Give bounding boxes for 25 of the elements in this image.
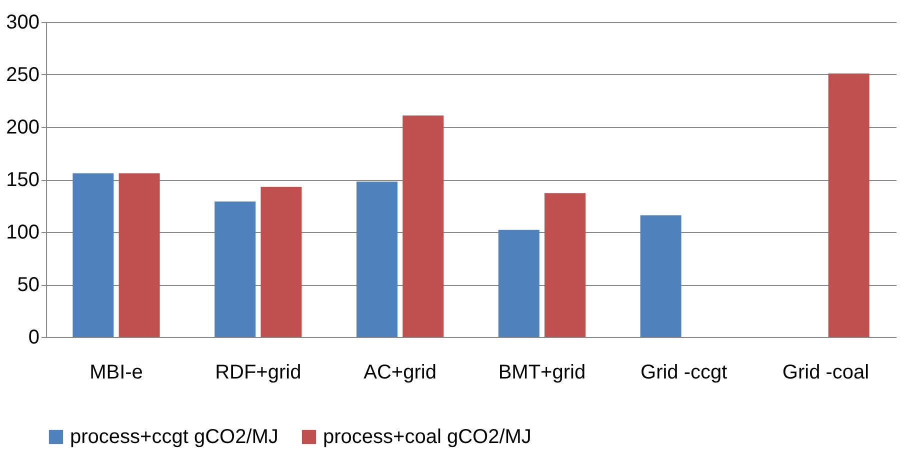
bar <box>544 193 586 337</box>
y-tick-label: 250 <box>6 64 40 86</box>
bar <box>828 73 870 337</box>
bar <box>72 173 114 337</box>
x-tick-label: RDF+grid <box>215 362 302 384</box>
bar <box>640 215 682 337</box>
y-tick-label: 50 <box>17 274 40 296</box>
bar <box>118 173 160 337</box>
x-tick-label: AC+grid <box>364 362 436 384</box>
y-tick-label: 100 <box>6 222 40 244</box>
legend-label: process+ccgt gCO2/MJ <box>70 426 278 448</box>
x-tick-label: Grid -ccgt <box>640 362 728 384</box>
y-tick-label: 300 <box>6 12 40 34</box>
x-tick-label: Grid -coal <box>782 362 870 384</box>
y-tick-label: 150 <box>6 169 40 191</box>
legend-label: process+coal gCO2/MJ <box>323 426 532 448</box>
x-tick-label: MBI-e <box>90 362 143 384</box>
x-tick-label: BMT+grid <box>498 362 586 384</box>
bar <box>260 186 302 337</box>
y-tick-label: 0 <box>28 326 40 348</box>
bar <box>356 182 398 337</box>
bar <box>498 230 540 337</box>
y-tick-label: 200 <box>6 116 40 138</box>
bar <box>402 115 444 337</box>
bar <box>214 202 256 337</box>
